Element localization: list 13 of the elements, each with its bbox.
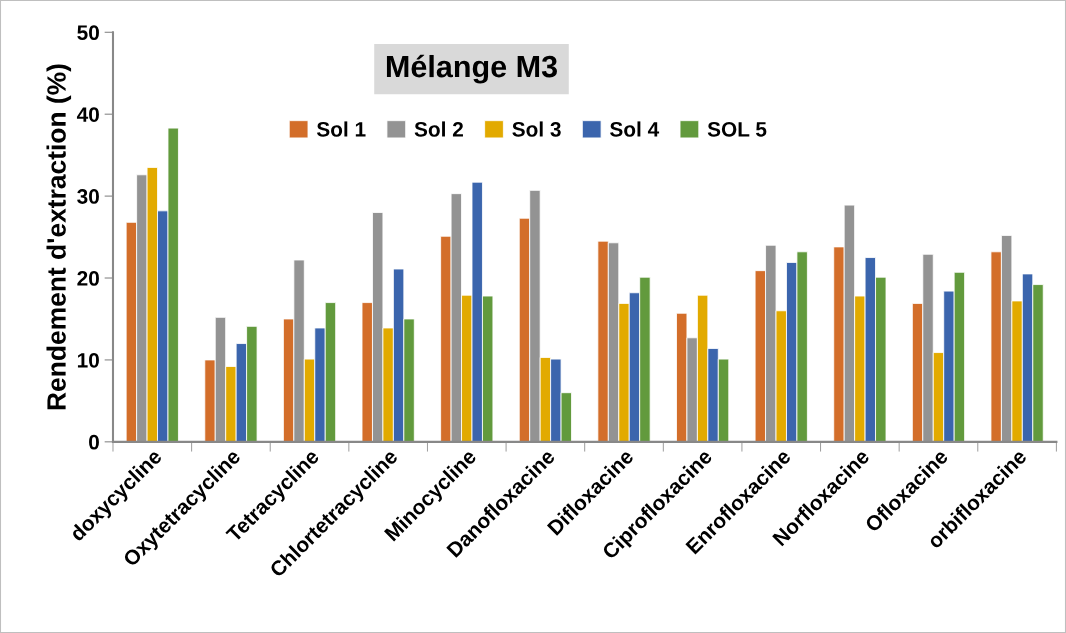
y-tick-label: 10 [77, 352, 99, 368]
legend-label: Sol 3 [512, 121, 561, 137]
y-tick-label: 30 [77, 189, 99, 204]
y-tick-label: 40 [76, 107, 99, 122]
legend-label: Sol 2 [414, 121, 463, 137]
y-axis-title: Rendement d'extraction (%) [46, 64, 72, 410]
legend-label: Sol 4 [610, 121, 660, 137]
y-tick-label: 50 [77, 25, 99, 41]
legend-label: SOL 5 [707, 121, 767, 137]
y-tick-label: 0 [89, 434, 99, 450]
y-tick-label: 20 [77, 271, 99, 286]
legend-label: Sol 1 [316, 121, 366, 137]
text: Mélange M3 [386, 54, 557, 84]
